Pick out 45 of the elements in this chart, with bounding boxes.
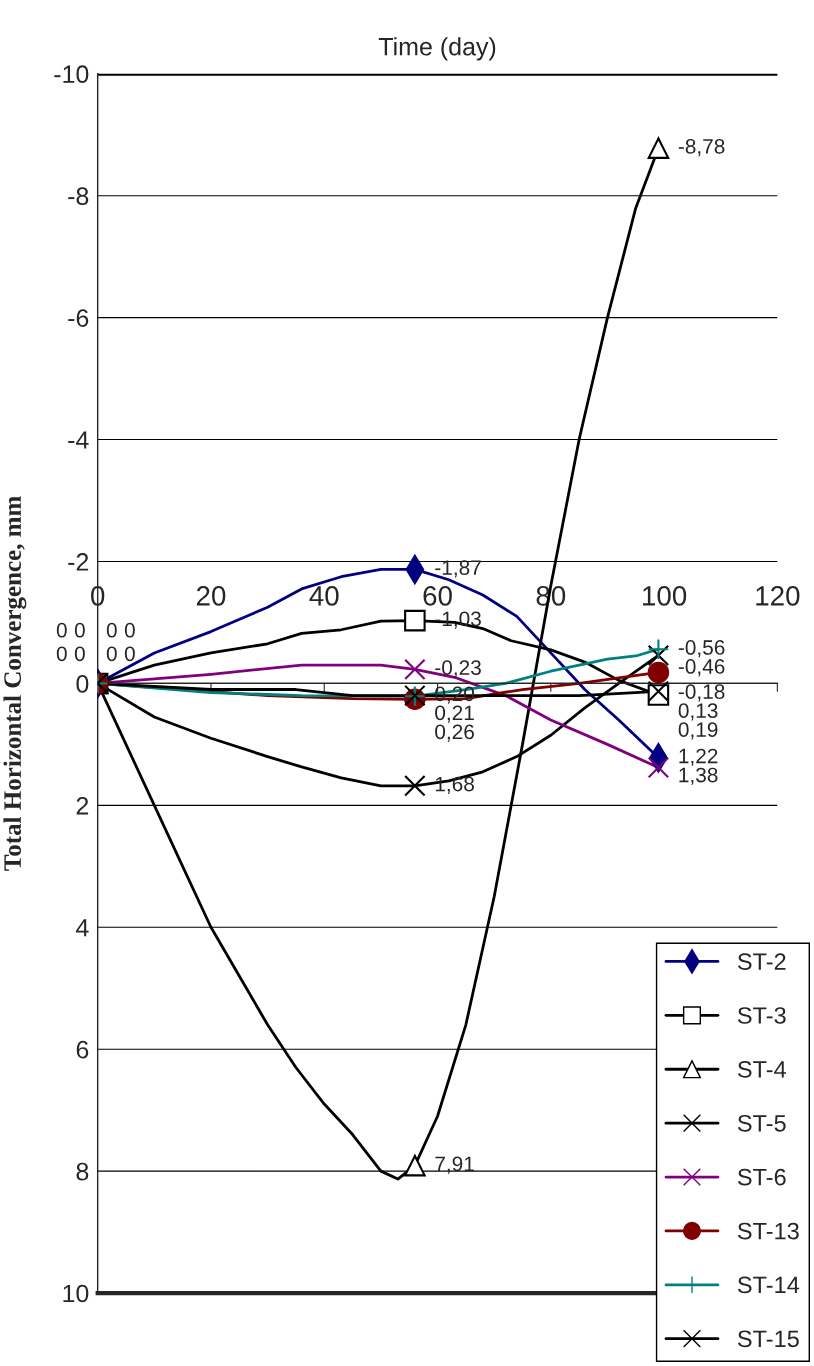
y-tick-label: -6	[68, 309, 89, 327]
x-axis-title: Time (day)	[378, 37, 496, 61]
data-label: 0,19	[678, 722, 718, 740]
legend-label: ST-13	[737, 1222, 799, 1240]
y-tick-label: 6	[76, 1040, 89, 1059]
data-label: -0,46	[678, 659, 725, 677]
x-tick-label: 100	[643, 586, 687, 606]
data-label: 1,38	[679, 767, 718, 785]
legend-label: ST-4	[737, 1061, 787, 1078]
y-axis-title: Total Horizontal Convergence, mm	[3, 496, 27, 871]
data-label: 0	[106, 622, 117, 638]
x-tick-label: 40	[309, 586, 339, 606]
y-tick-label: 8	[76, 1162, 89, 1181]
data-label: 1,22	[679, 748, 718, 766]
data-label: 1,68	[435, 776, 474, 794]
legend-label: ST-14	[737, 1276, 800, 1294]
legend-label: ST-2	[737, 953, 786, 970]
data-label: -0,56	[678, 640, 725, 658]
data-label: -8,78	[678, 138, 725, 157]
x-tick-label: 120	[756, 586, 800, 606]
data-label: 0	[124, 622, 135, 638]
data-label: 0,13	[678, 703, 718, 721]
data-label: 0,21	[435, 705, 474, 723]
y-tick-label: -8	[68, 187, 89, 205]
data-label: -1,87	[435, 560, 481, 578]
data-label: 0	[124, 646, 135, 662]
y-tick-label: 2	[76, 796, 89, 815]
legend-label: ST-3	[737, 1007, 786, 1024]
y-tick-label: -10	[54, 65, 89, 84]
data-label: 0,26	[435, 724, 474, 742]
legend-label: ST-5	[737, 1114, 786, 1132]
data-label: 0	[106, 646, 117, 662]
y-tick-label: 4	[76, 919, 89, 937]
data-label: -0,18	[678, 684, 725, 702]
x-tick-label: 60	[423, 586, 452, 606]
legend-label: ST-6	[737, 1168, 786, 1186]
y-tick-label: -2	[68, 553, 89, 571]
y-tick-label: 10	[63, 1284, 89, 1303]
x-tick-label: 20	[196, 586, 226, 606]
data-label: 0,20	[435, 686, 475, 704]
data-label: -0,23	[435, 660, 481, 678]
y-tick-label: -4	[68, 431, 89, 449]
legend-label: ST-15	[737, 1330, 799, 1348]
data-label: 7,91	[435, 1156, 474, 1174]
y-tick-label: 0	[76, 675, 89, 693]
